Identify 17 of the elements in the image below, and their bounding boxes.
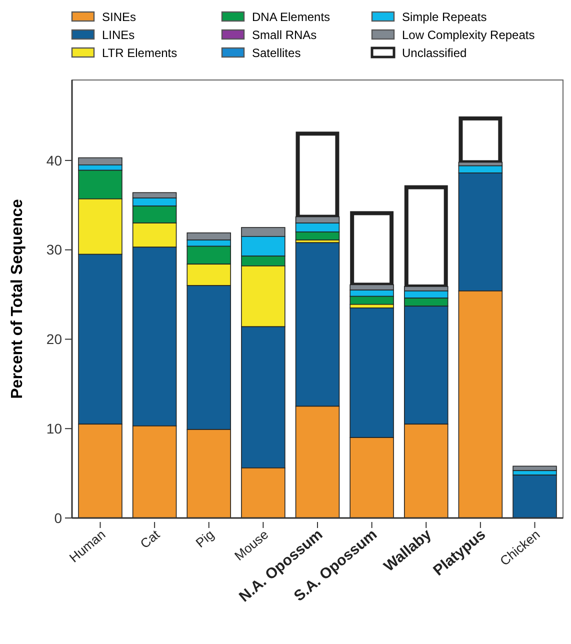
y-tick-label: 30 (46, 242, 62, 258)
legend-label: LTR Elements (102, 46, 178, 60)
y-axis-title: Percent of Total Sequence (9, 199, 26, 399)
x-tick-label: Cat (137, 526, 163, 552)
y-tick-label: 20 (46, 331, 62, 348)
y-tick-label: 40 (46, 152, 62, 168)
legend-label: LINEs (102, 28, 135, 42)
x-tick-label: Pig (192, 526, 217, 550)
y-tick-label: 10 (46, 420, 62, 437)
y-tick-label: 0 (54, 510, 62, 526)
legend-label: Small RNAs (252, 28, 317, 42)
legend-label: Unclassified (402, 46, 467, 60)
legend-label: SINEs (102, 10, 136, 24)
legend-label: Low Complexity Repeats (402, 28, 535, 42)
legend-label: DNA Elements (252, 10, 330, 24)
legend-label: Satellites (252, 46, 301, 60)
legend-label: Simple Repeats (402, 10, 487, 24)
